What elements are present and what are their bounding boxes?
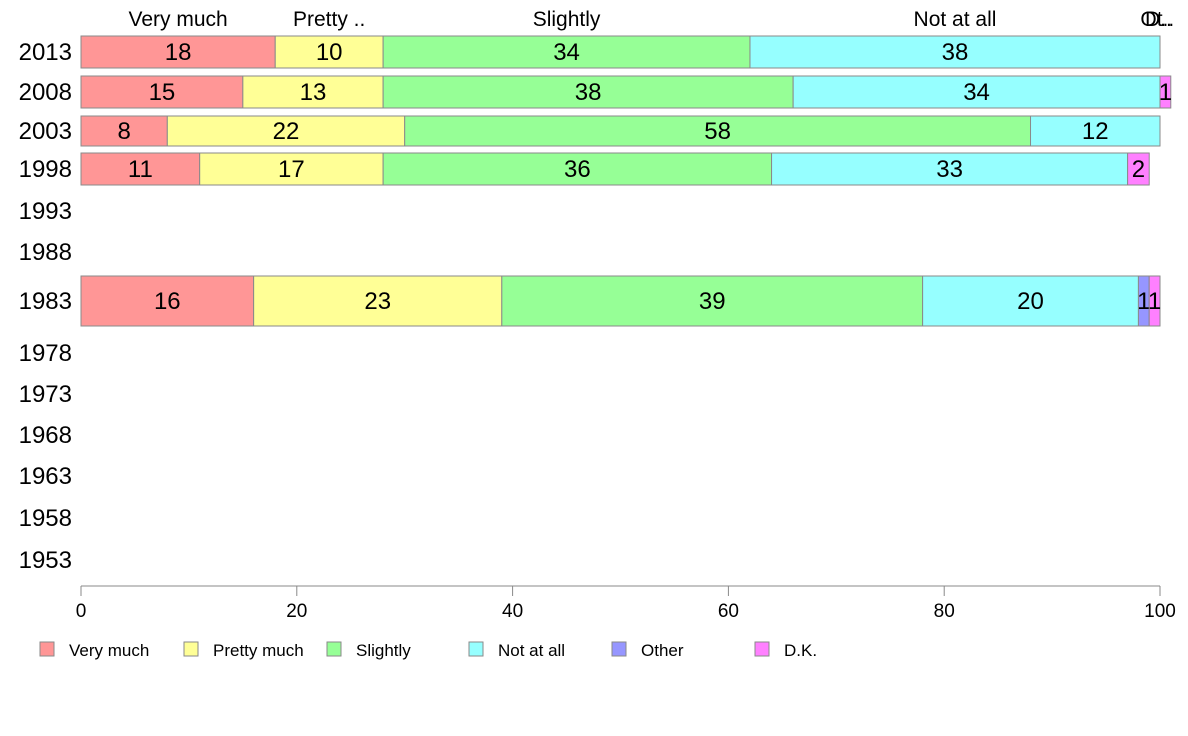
bar-segment bbox=[922, 275, 1139, 327]
y-tick-label: 1953 bbox=[19, 547, 72, 574]
bar-segment bbox=[80, 115, 168, 147]
y-tick-label: 1983 bbox=[19, 288, 72, 315]
x-tick-label: 60 bbox=[718, 601, 739, 622]
top-category-label: D.. bbox=[1145, 8, 1172, 31]
data-label: 17 bbox=[278, 156, 305, 183]
legend-swatch bbox=[326, 641, 342, 657]
bar-segment bbox=[199, 152, 384, 186]
bar-segment bbox=[1127, 152, 1150, 186]
data-label: 1 bbox=[1159, 79, 1172, 106]
bar-segment bbox=[771, 152, 1129, 186]
legend-swatch bbox=[183, 641, 199, 657]
data-label: 10 bbox=[316, 39, 343, 66]
data-label: 34 bbox=[553, 39, 580, 66]
data-label: 38 bbox=[942, 39, 969, 66]
bar-segment bbox=[382, 152, 773, 186]
bar-segment bbox=[1148, 275, 1161, 327]
bar-segment bbox=[274, 35, 384, 69]
bar-segment bbox=[749, 35, 1161, 69]
legend-swatch bbox=[39, 641, 55, 657]
data-label: 22 bbox=[273, 118, 300, 145]
y-tick-label: 1978 bbox=[19, 340, 72, 367]
bar-segment bbox=[80, 275, 255, 327]
legend-swatch bbox=[611, 641, 627, 657]
data-label: 39 bbox=[699, 288, 726, 315]
y-tick-label: 2013 bbox=[19, 39, 72, 66]
bar-segment bbox=[242, 75, 384, 109]
data-label: 2 bbox=[1132, 156, 1145, 183]
data-label: 12 bbox=[1082, 118, 1109, 145]
data-label: 13 bbox=[300, 79, 327, 106]
legend-label: Slightly bbox=[356, 641, 411, 660]
data-label: 34 bbox=[963, 79, 990, 106]
y-tick-label: 1958 bbox=[19, 505, 72, 532]
data-label: 16 bbox=[154, 288, 181, 315]
legend: Very much Pretty much Slightly Not at all Ot… bbox=[39, 641, 817, 660]
bar-segment bbox=[80, 75, 244, 109]
y-tick-label: 1973 bbox=[19, 381, 72, 408]
data-label: 38 bbox=[575, 79, 602, 106]
y-tick-label: 2008 bbox=[19, 79, 72, 106]
y-axis-labels: 2013 2008 2003 1998 1993 1988 1983 1978 1973 1968… bbox=[19, 39, 72, 574]
legend-label: Not at all bbox=[498, 641, 565, 660]
x-tick-label: 20 bbox=[286, 601, 307, 622]
legend-label: Other bbox=[641, 641, 684, 660]
top-category-label: Very much bbox=[129, 8, 228, 31]
legend-swatch bbox=[754, 641, 770, 657]
data-label: 1 bbox=[1148, 288, 1161, 315]
bar-segment bbox=[501, 275, 924, 327]
bar-segment bbox=[1030, 115, 1161, 147]
x-tick-label: 0 bbox=[76, 601, 87, 622]
y-tick-label: 1968 bbox=[19, 422, 72, 449]
data-label: 20 bbox=[1017, 288, 1044, 315]
y-tick-label: 2003 bbox=[19, 118, 72, 145]
data-label: 36 bbox=[564, 156, 591, 183]
x-tick-label: 100 bbox=[1144, 601, 1176, 622]
data-label: 11 bbox=[128, 156, 153, 183]
data-label: 8 bbox=[117, 118, 130, 145]
data-label: 18 bbox=[165, 39, 192, 66]
top-category-label: Pretty .. bbox=[293, 8, 365, 31]
bar-segment bbox=[382, 75, 794, 109]
bar-segment bbox=[792, 75, 1161, 109]
data-label: 33 bbox=[936, 156, 963, 183]
legend-label: Very much bbox=[69, 641, 149, 660]
bar-segment bbox=[404, 115, 1032, 147]
x-tick-label: 80 bbox=[934, 601, 955, 622]
data-label: 1 bbox=[1137, 288, 1150, 315]
data-label: 58 bbox=[704, 118, 731, 145]
legend-label: D.K. bbox=[784, 641, 817, 660]
legend-swatch bbox=[468, 641, 484, 657]
x-tick-label: 40 bbox=[502, 601, 523, 622]
top-category-label: Not at all bbox=[914, 8, 997, 31]
legend-label: Pretty much bbox=[213, 641, 304, 660]
y-tick-label: 1988 bbox=[19, 239, 72, 266]
data-label: 23 bbox=[364, 288, 391, 315]
bar-segment bbox=[1159, 75, 1172, 109]
bar-segment bbox=[80, 152, 201, 186]
top-category-label: Slightly bbox=[533, 8, 601, 31]
y-tick-label: 1998 bbox=[19, 156, 72, 183]
y-tick-label: 1993 bbox=[19, 198, 72, 225]
data-label: 15 bbox=[149, 79, 176, 106]
x-axis: 0 20 40 60 80 100 bbox=[76, 585, 1176, 622]
top-category-label: Ot.. bbox=[1140, 8, 1174, 31]
y-tick-label: 1963 bbox=[19, 463, 72, 490]
top-category-labels: Very much Pretty .. Slightly Not at all D..O… bbox=[129, 8, 1175, 31]
